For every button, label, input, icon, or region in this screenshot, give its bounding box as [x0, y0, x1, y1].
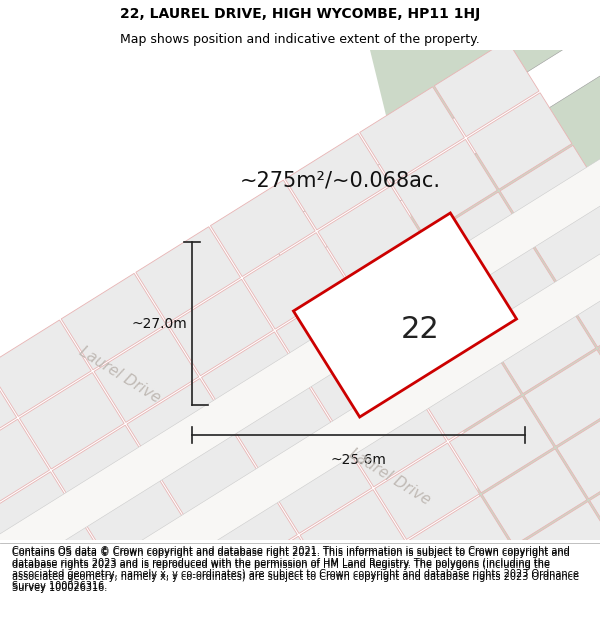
- Polygon shape: [392, 139, 497, 236]
- Polygon shape: [267, 0, 600, 270]
- Polygon shape: [440, 548, 545, 625]
- Polygon shape: [458, 244, 563, 341]
- Polygon shape: [0, 367, 17, 463]
- Polygon shape: [383, 291, 488, 388]
- Polygon shape: [500, 146, 600, 242]
- Polygon shape: [482, 449, 587, 546]
- Polygon shape: [366, 595, 470, 625]
- Text: 22, LAUREL DRIVE, HIGH WYCOMBE, HP11 1HJ: 22, LAUREL DRIVE, HIGH WYCOMBE, HP11 1HJ: [120, 7, 480, 21]
- Polygon shape: [118, 530, 223, 625]
- Text: Laurel Drive: Laurel Drive: [77, 344, 163, 406]
- Polygon shape: [94, 326, 199, 422]
- Polygon shape: [85, 478, 190, 574]
- Polygon shape: [566, 251, 600, 347]
- Polygon shape: [449, 396, 554, 492]
- Polygon shape: [61, 273, 166, 370]
- Polygon shape: [434, 40, 539, 137]
- Polygon shape: [0, 518, 8, 615]
- Polygon shape: [0, 472, 82, 568]
- Polygon shape: [370, 50, 600, 540]
- Polygon shape: [533, 198, 600, 294]
- Polygon shape: [548, 554, 600, 625]
- Polygon shape: [293, 213, 517, 417]
- Text: ~27.0m: ~27.0m: [131, 316, 187, 331]
- Polygon shape: [169, 279, 274, 376]
- Polygon shape: [43, 577, 148, 625]
- Polygon shape: [127, 379, 232, 475]
- Polygon shape: [0, 114, 600, 625]
- Polygon shape: [267, 437, 372, 534]
- Polygon shape: [243, 232, 348, 329]
- Polygon shape: [473, 601, 578, 625]
- Polygon shape: [375, 443, 479, 539]
- Polygon shape: [0, 571, 41, 625]
- Polygon shape: [193, 484, 298, 580]
- Text: ~275m²/~0.068ac.: ~275m²/~0.068ac.: [240, 170, 441, 190]
- Polygon shape: [276, 285, 381, 382]
- Polygon shape: [226, 536, 330, 625]
- Polygon shape: [318, 186, 422, 282]
- Polygon shape: [351, 239, 455, 335]
- Polygon shape: [0, 320, 91, 416]
- Polygon shape: [581, 607, 600, 625]
- Polygon shape: [10, 524, 115, 621]
- Polygon shape: [19, 372, 124, 469]
- Polygon shape: [211, 180, 315, 276]
- Text: Map shows position and indicative extent of the property.: Map shows position and indicative extent…: [120, 32, 480, 46]
- Polygon shape: [52, 425, 157, 522]
- Polygon shape: [491, 297, 596, 394]
- Text: Laurel Drive: Laurel Drive: [347, 446, 433, 508]
- Polygon shape: [0, 209, 600, 625]
- Polygon shape: [599, 303, 600, 399]
- Text: ~25.6m: ~25.6m: [331, 453, 386, 467]
- Polygon shape: [557, 402, 600, 499]
- Polygon shape: [407, 496, 512, 592]
- Text: 22: 22: [401, 316, 439, 344]
- Polygon shape: [235, 384, 339, 481]
- Polygon shape: [590, 455, 600, 551]
- Polygon shape: [202, 332, 306, 428]
- Polygon shape: [342, 391, 446, 487]
- Polygon shape: [136, 227, 241, 323]
- Polygon shape: [160, 431, 265, 528]
- Text: Contains OS data © Crown copyright and database right 2021. This information is : Contains OS data © Crown copyright and d…: [12, 546, 579, 591]
- Polygon shape: [515, 501, 600, 598]
- Polygon shape: [467, 92, 572, 189]
- Text: Contains OS data © Crown copyright and database right 2021. This information is : Contains OS data © Crown copyright and d…: [12, 549, 579, 593]
- Polygon shape: [300, 489, 405, 586]
- Polygon shape: [524, 350, 600, 446]
- Polygon shape: [285, 134, 390, 230]
- Polygon shape: [0, 419, 50, 516]
- Polygon shape: [151, 583, 256, 625]
- Polygon shape: [490, 230, 600, 540]
- Polygon shape: [309, 338, 414, 434]
- Polygon shape: [333, 542, 437, 625]
- Polygon shape: [259, 589, 363, 625]
- Polygon shape: [359, 87, 464, 183]
- Polygon shape: [425, 192, 530, 288]
- Polygon shape: [416, 344, 521, 440]
